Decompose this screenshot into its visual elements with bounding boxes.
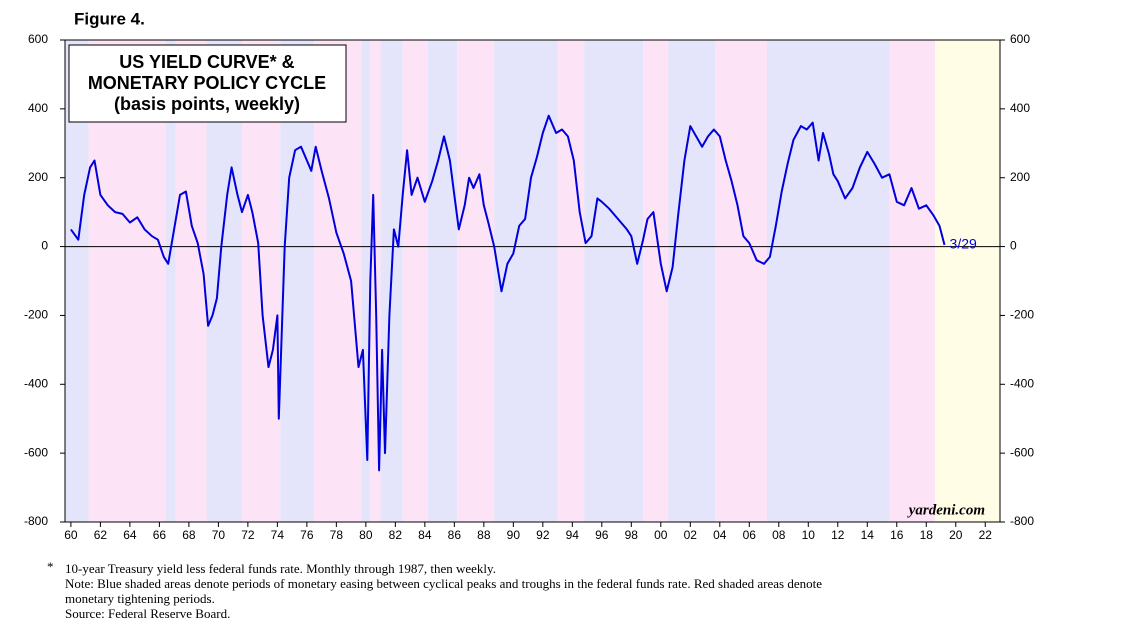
- footnote: monetary tightening periods.: [65, 591, 215, 606]
- y2-tick-label: -600: [1010, 445, 1034, 459]
- x-tick-label: 04: [713, 528, 727, 542]
- chart-title: (basis points, weekly): [114, 94, 300, 114]
- y-tick-label: -600: [24, 445, 48, 459]
- y2-tick-label: 0: [1010, 239, 1017, 253]
- figure-label: Figure 4.: [74, 9, 145, 28]
- x-tick-label: 72: [241, 528, 255, 542]
- x-tick-label: 86: [448, 528, 462, 542]
- chart-title: MONETARY POLICY CYCLE: [88, 73, 326, 93]
- x-tick-label: 14: [861, 528, 875, 542]
- x-tick-label: 98: [625, 528, 639, 542]
- plot-frame: [64, 39, 1001, 523]
- y-tick-label: 0: [41, 239, 48, 253]
- x-tick-label: 92: [536, 528, 550, 542]
- period-shade: [889, 40, 936, 522]
- footnote: Source: Federal Reserve Board.: [65, 606, 230, 621]
- y2-tick-label: -800: [1010, 514, 1034, 528]
- x-tick-label: 68: [182, 528, 196, 542]
- x-tick-label: 00: [654, 528, 668, 542]
- x-tick-label: 84: [418, 528, 432, 542]
- x-tick-label: 62: [94, 528, 108, 542]
- y-tick-label: -800: [24, 514, 48, 528]
- period-shade: [427, 40, 458, 522]
- y2-tick-label: 200: [1010, 170, 1030, 184]
- x-tick-label: 64: [123, 528, 137, 542]
- x-tick-label: 02: [684, 528, 698, 542]
- yield-curve-line: [70, 114, 946, 472]
- y-tick-label: -400: [24, 376, 48, 390]
- footnote-marker: *: [47, 559, 54, 574]
- source-tag: yardeni.com: [907, 502, 985, 518]
- period-shade: [557, 40, 585, 522]
- period-shade: [715, 40, 767, 522]
- period-shade: [402, 40, 428, 522]
- period-shade: [668, 40, 716, 522]
- period-shade: [766, 40, 890, 522]
- x-tick-label: 22: [979, 528, 993, 542]
- future-shade: [935, 40, 1000, 522]
- x-tick-label: 16: [890, 528, 904, 542]
- x-tick-label: 88: [477, 528, 491, 542]
- x-tick-label: 10: [802, 528, 816, 542]
- x-tick-label: 06: [743, 528, 757, 542]
- footnote: Note: Blue shaded areas denote periods o…: [65, 576, 822, 591]
- x-tick-label: 96: [595, 528, 609, 542]
- y-tick-label: 600: [28, 32, 48, 46]
- title-box: [68, 44, 347, 123]
- y2-tick-label: 600: [1010, 32, 1030, 46]
- y-tick-label: -200: [24, 308, 48, 322]
- x-tick-label: 18: [920, 528, 934, 542]
- x-tick-label: 70: [212, 528, 226, 542]
- y-tick-label: 400: [28, 101, 48, 115]
- x-tick-label: 12: [831, 528, 845, 542]
- x-tick-label: 74: [271, 528, 285, 542]
- x-tick-label: 66: [153, 528, 167, 542]
- x-tick-label: 82: [389, 528, 403, 542]
- x-tick-label: 76: [300, 528, 314, 542]
- x-tick-label: 94: [566, 528, 580, 542]
- y-tick-label: 200: [28, 170, 48, 184]
- chart-title: US YIELD CURVE* &: [119, 52, 294, 72]
- period-shade: [65, 40, 89, 522]
- period-shade: [457, 40, 495, 522]
- period-shade: [361, 40, 371, 522]
- footnote: 10-year Treasury yield less federal fund…: [65, 561, 496, 576]
- x-tick-label: 90: [507, 528, 521, 542]
- y2-tick-label: -400: [1010, 376, 1034, 390]
- x-tick-label: 20: [949, 528, 963, 542]
- x-tick-label: 08: [772, 528, 786, 542]
- period-shade: [584, 40, 644, 522]
- x-tick-label: 60: [64, 528, 78, 542]
- x-tick-label: 80: [359, 528, 373, 542]
- y2-tick-label: -200: [1010, 308, 1034, 322]
- end-label: 3/29: [950, 236, 977, 252]
- y2-tick-label: 400: [1010, 101, 1030, 115]
- period-shade: [165, 40, 176, 522]
- x-tick-label: 78: [330, 528, 344, 542]
